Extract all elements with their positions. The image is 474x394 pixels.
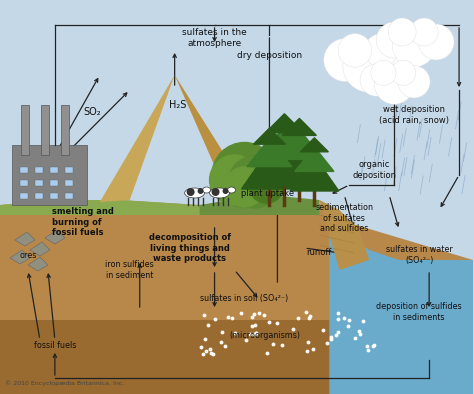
Circle shape — [324, 38, 367, 82]
Circle shape — [418, 24, 454, 60]
Polygon shape — [276, 130, 323, 159]
Ellipse shape — [185, 188, 205, 198]
Bar — [20, 193, 28, 199]
Bar — [50, 193, 58, 199]
Text: H₂S: H₂S — [169, 100, 186, 110]
Text: deposition of sulfides
in sediments: deposition of sulfides in sediments — [376, 302, 462, 322]
Polygon shape — [200, 195, 319, 215]
Circle shape — [360, 64, 392, 96]
Polygon shape — [10, 250, 30, 264]
Circle shape — [391, 60, 416, 85]
Polygon shape — [45, 230, 65, 244]
Text: iron sulfides
in sediment: iron sulfides in sediment — [105, 260, 154, 280]
Text: decomposition of
living things and
waste products: decomposition of living things and waste… — [149, 233, 231, 263]
Circle shape — [376, 22, 412, 58]
Polygon shape — [247, 139, 292, 167]
Circle shape — [398, 65, 430, 98]
Polygon shape — [174, 75, 255, 202]
Circle shape — [187, 188, 195, 196]
Circle shape — [211, 188, 219, 196]
Polygon shape — [329, 220, 473, 394]
Bar — [65, 180, 73, 186]
Circle shape — [388, 18, 416, 46]
Text: SO₂: SO₂ — [83, 107, 100, 117]
Polygon shape — [254, 128, 285, 144]
Polygon shape — [283, 119, 316, 136]
Ellipse shape — [202, 187, 210, 193]
Text: sulfates in water
(SO₄²⁻): sulfates in water (SO₄²⁻) — [386, 245, 453, 265]
Polygon shape — [251, 139, 318, 186]
Circle shape — [371, 60, 396, 85]
Polygon shape — [100, 75, 174, 202]
Polygon shape — [319, 200, 369, 270]
Circle shape — [210, 155, 259, 205]
Bar — [20, 180, 28, 186]
Bar — [35, 167, 43, 173]
Ellipse shape — [210, 188, 229, 198]
Polygon shape — [258, 126, 311, 160]
Circle shape — [343, 40, 396, 93]
Polygon shape — [242, 149, 297, 189]
Circle shape — [223, 188, 228, 194]
Polygon shape — [265, 114, 303, 133]
Circle shape — [225, 167, 264, 207]
Polygon shape — [270, 141, 329, 183]
Text: ores: ores — [20, 251, 37, 260]
Polygon shape — [295, 147, 334, 171]
Text: wet deposition
(acid rain, snow): wet deposition (acid rain, snow) — [379, 105, 449, 125]
Circle shape — [198, 188, 204, 194]
Text: plant uptake: plant uptake — [241, 188, 294, 197]
Bar — [61, 105, 69, 155]
Polygon shape — [290, 156, 339, 191]
Bar — [20, 167, 28, 173]
Text: fossil fuels: fossil fuels — [34, 340, 76, 349]
Circle shape — [410, 18, 438, 46]
Text: sedimentation
of sulfates
and sulfides: sedimentation of sulfates and sulfides — [315, 203, 374, 233]
Bar — [35, 193, 43, 199]
Polygon shape — [30, 242, 50, 256]
Circle shape — [248, 167, 284, 203]
Bar — [0, 320, 473, 394]
Polygon shape — [0, 200, 473, 394]
Bar — [65, 167, 73, 173]
Polygon shape — [0, 200, 319, 215]
Text: smelting and
burning of
fossil fuels: smelting and burning of fossil fuels — [52, 207, 114, 237]
Circle shape — [374, 41, 417, 84]
Text: © 2010 Encyclopædia Britannica, Inc.: © 2010 Encyclopædia Britannica, Inc. — [5, 380, 124, 386]
Circle shape — [392, 23, 436, 67]
Bar — [65, 193, 73, 199]
Text: organic
deposition: organic deposition — [352, 160, 396, 180]
Circle shape — [365, 33, 398, 67]
Circle shape — [212, 143, 277, 208]
Text: (microorganisms): (microorganisms) — [229, 331, 300, 340]
Polygon shape — [301, 138, 328, 152]
Circle shape — [234, 156, 279, 201]
Bar — [21, 105, 29, 155]
Polygon shape — [28, 257, 48, 271]
Polygon shape — [15, 232, 35, 246]
Bar — [12, 145, 87, 205]
Text: sulfates in the
atmosphere: sulfates in the atmosphere — [182, 28, 247, 48]
Bar — [41, 105, 49, 155]
Bar — [50, 180, 58, 186]
Circle shape — [338, 33, 372, 67]
Text: sulfates in soil (SO₄²⁻): sulfates in soil (SO₄²⁻) — [201, 294, 289, 303]
Ellipse shape — [228, 187, 236, 193]
Bar — [50, 167, 58, 173]
Bar — [35, 180, 43, 186]
Text: dry deposition: dry deposition — [237, 50, 302, 59]
Text: runoff: runoff — [307, 247, 332, 256]
Circle shape — [374, 65, 414, 104]
Circle shape — [228, 156, 281, 208]
